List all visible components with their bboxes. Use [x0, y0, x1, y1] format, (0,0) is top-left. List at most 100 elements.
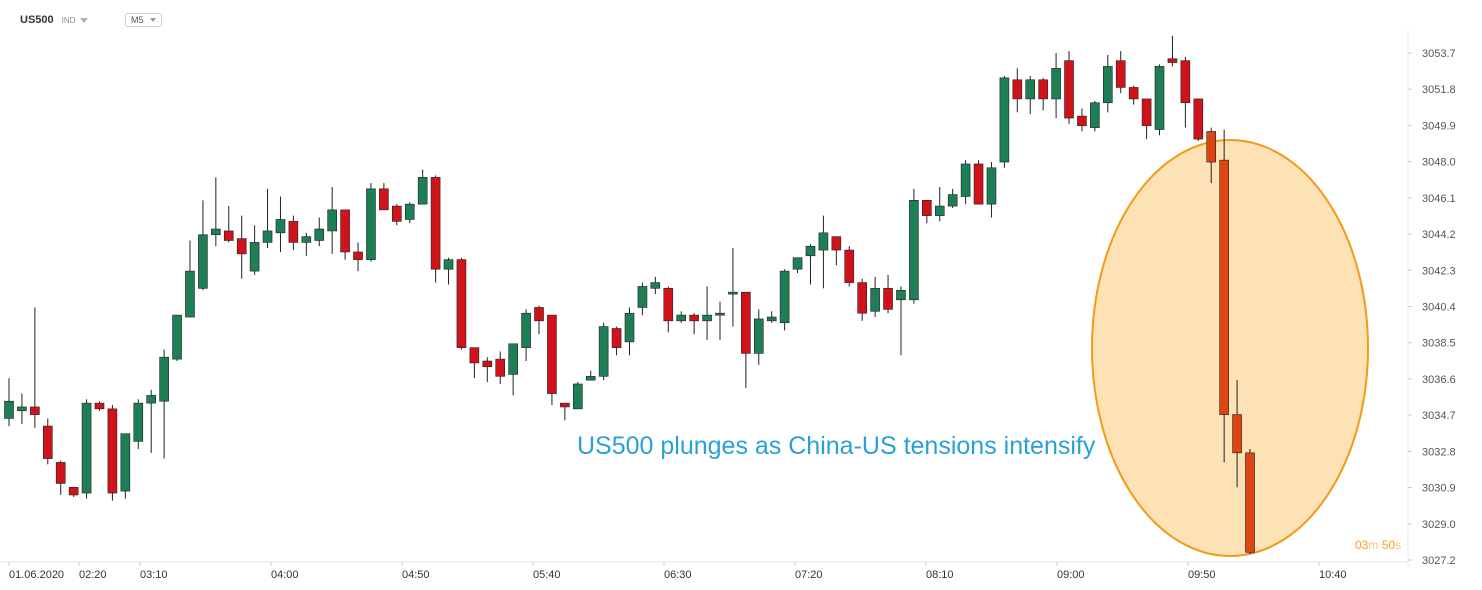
- candle-body: [870, 288, 880, 312]
- instrument-type-badge[interactable]: IND: [62, 16, 89, 25]
- candle-bullish: [999, 75, 1010, 168]
- candle-bullish: [133, 399, 144, 450]
- instrument-header[interactable]: US500 IND: [20, 14, 89, 26]
- candle-body: [624, 312, 635, 343]
- candle-body: [728, 291, 738, 295]
- candle-bearish: [469, 347, 480, 379]
- candle-bearish: [973, 160, 984, 205]
- candle-body: [430, 177, 441, 270]
- symbol-label: US500: [20, 14, 54, 26]
- candle-body: [1103, 66, 1113, 104]
- candle-body: [456, 259, 467, 348]
- candle-body: [223, 230, 234, 241]
- candle-bullish: [172, 314, 182, 362]
- y-tick-label: 3046.1: [1422, 193, 1456, 205]
- candle-body: [818, 232, 829, 251]
- countdown-minutes-unit: m: [1368, 538, 1379, 552]
- timeframe-select[interactable]: M5: [125, 13, 162, 27]
- candle-bearish: [560, 402, 570, 421]
- candle-body: [883, 288, 893, 310]
- candle-bullish: [753, 309, 764, 365]
- highlight-ellipse: [1091, 139, 1369, 557]
- candle-body: [663, 288, 674, 322]
- candle-body: [443, 259, 454, 270]
- candle-body: [1206, 131, 1217, 163]
- candle-body: [585, 376, 596, 381]
- candle-body: [68, 486, 79, 496]
- candle-body: [779, 270, 790, 324]
- y-tick-label: 3049.9: [1422, 120, 1456, 132]
- candle-bullish: [249, 225, 260, 275]
- x-tick-label: 06:30: [664, 569, 692, 581]
- candle-body: [159, 356, 169, 402]
- candle-body: [185, 270, 195, 318]
- candle-body: [1064, 60, 1074, 119]
- candle-body: [301, 236, 312, 243]
- y-tick-label: 3048.0: [1422, 157, 1456, 169]
- candle-bearish: [1077, 108, 1087, 132]
- candle-body: [353, 251, 363, 260]
- candle-body: [107, 408, 118, 494]
- candle-bullish: [521, 309, 531, 362]
- candle-body: [1141, 98, 1152, 127]
- candle-bullish: [805, 244, 816, 285]
- chevron-down-icon: [149, 18, 156, 22]
- candle-body: [1180, 60, 1191, 104]
- candle-bearish: [456, 257, 467, 350]
- candle-bearish: [857, 278, 867, 321]
- candle-bearish: [495, 351, 506, 384]
- candle-bearish: [30, 307, 40, 428]
- candle-body: [1167, 58, 1178, 63]
- candle-body: [1051, 68, 1061, 100]
- candle-body: [198, 234, 208, 289]
- candle-bullish: [960, 160, 971, 205]
- candle-bearish: [1115, 51, 1126, 94]
- candle-bullish: [262, 188, 273, 249]
- candle-bullish: [1103, 54, 1113, 113]
- candle-bearish: [1219, 129, 1229, 463]
- candle-bullish: [314, 217, 325, 247]
- x-tick-label: 07:20: [795, 569, 823, 581]
- candle-body: [1025, 79, 1036, 100]
- candle-bearish: [68, 486, 79, 497]
- candle-bullish: [870, 276, 880, 318]
- candle-body: [288, 221, 299, 243]
- candle-bearish: [340, 209, 350, 260]
- candle-body: [262, 230, 273, 243]
- candle-bullish: [637, 282, 648, 316]
- x-tick-label: 08:10: [926, 569, 954, 581]
- y-tick-label: 3042.3: [1422, 265, 1456, 277]
- candle-bullish: [572, 382, 583, 410]
- candle-body: [314, 228, 325, 241]
- candle-body: [560, 402, 570, 408]
- candle-bullish: [327, 186, 337, 254]
- candle-bullish: [934, 186, 945, 222]
- candle-body: [379, 188, 389, 211]
- candle-body: [17, 406, 27, 412]
- candle-body: [172, 314, 182, 360]
- candle-body: [1128, 87, 1139, 100]
- candle-bearish: [55, 460, 66, 495]
- candle-body: [547, 314, 557, 394]
- candle-bullish: [159, 349, 169, 459]
- y-tick-label: 3044.2: [1422, 229, 1456, 241]
- candle-bearish: [94, 401, 105, 411]
- candle-bullish: [185, 240, 195, 318]
- candle-bearish: [1167, 35, 1178, 67]
- candle-body: [1077, 115, 1087, 127]
- y-tick-label: 3032.8: [1422, 446, 1456, 458]
- y-tick-label: 3034.7: [1422, 410, 1456, 422]
- candle-bearish: [107, 405, 118, 501]
- candle-body: [133, 402, 144, 442]
- candle-body: [1232, 414, 1242, 454]
- candle-bearish: [42, 418, 53, 465]
- candle-body: [495, 358, 506, 377]
- candle-body: [249, 242, 260, 272]
- candle-body: [534, 307, 544, 322]
- candle-bullish: [585, 370, 596, 381]
- candle-body: [792, 257, 803, 270]
- candle-bearish: [831, 236, 842, 266]
- candle-body: [844, 249, 855, 283]
- candle-bullish: [896, 286, 906, 356]
